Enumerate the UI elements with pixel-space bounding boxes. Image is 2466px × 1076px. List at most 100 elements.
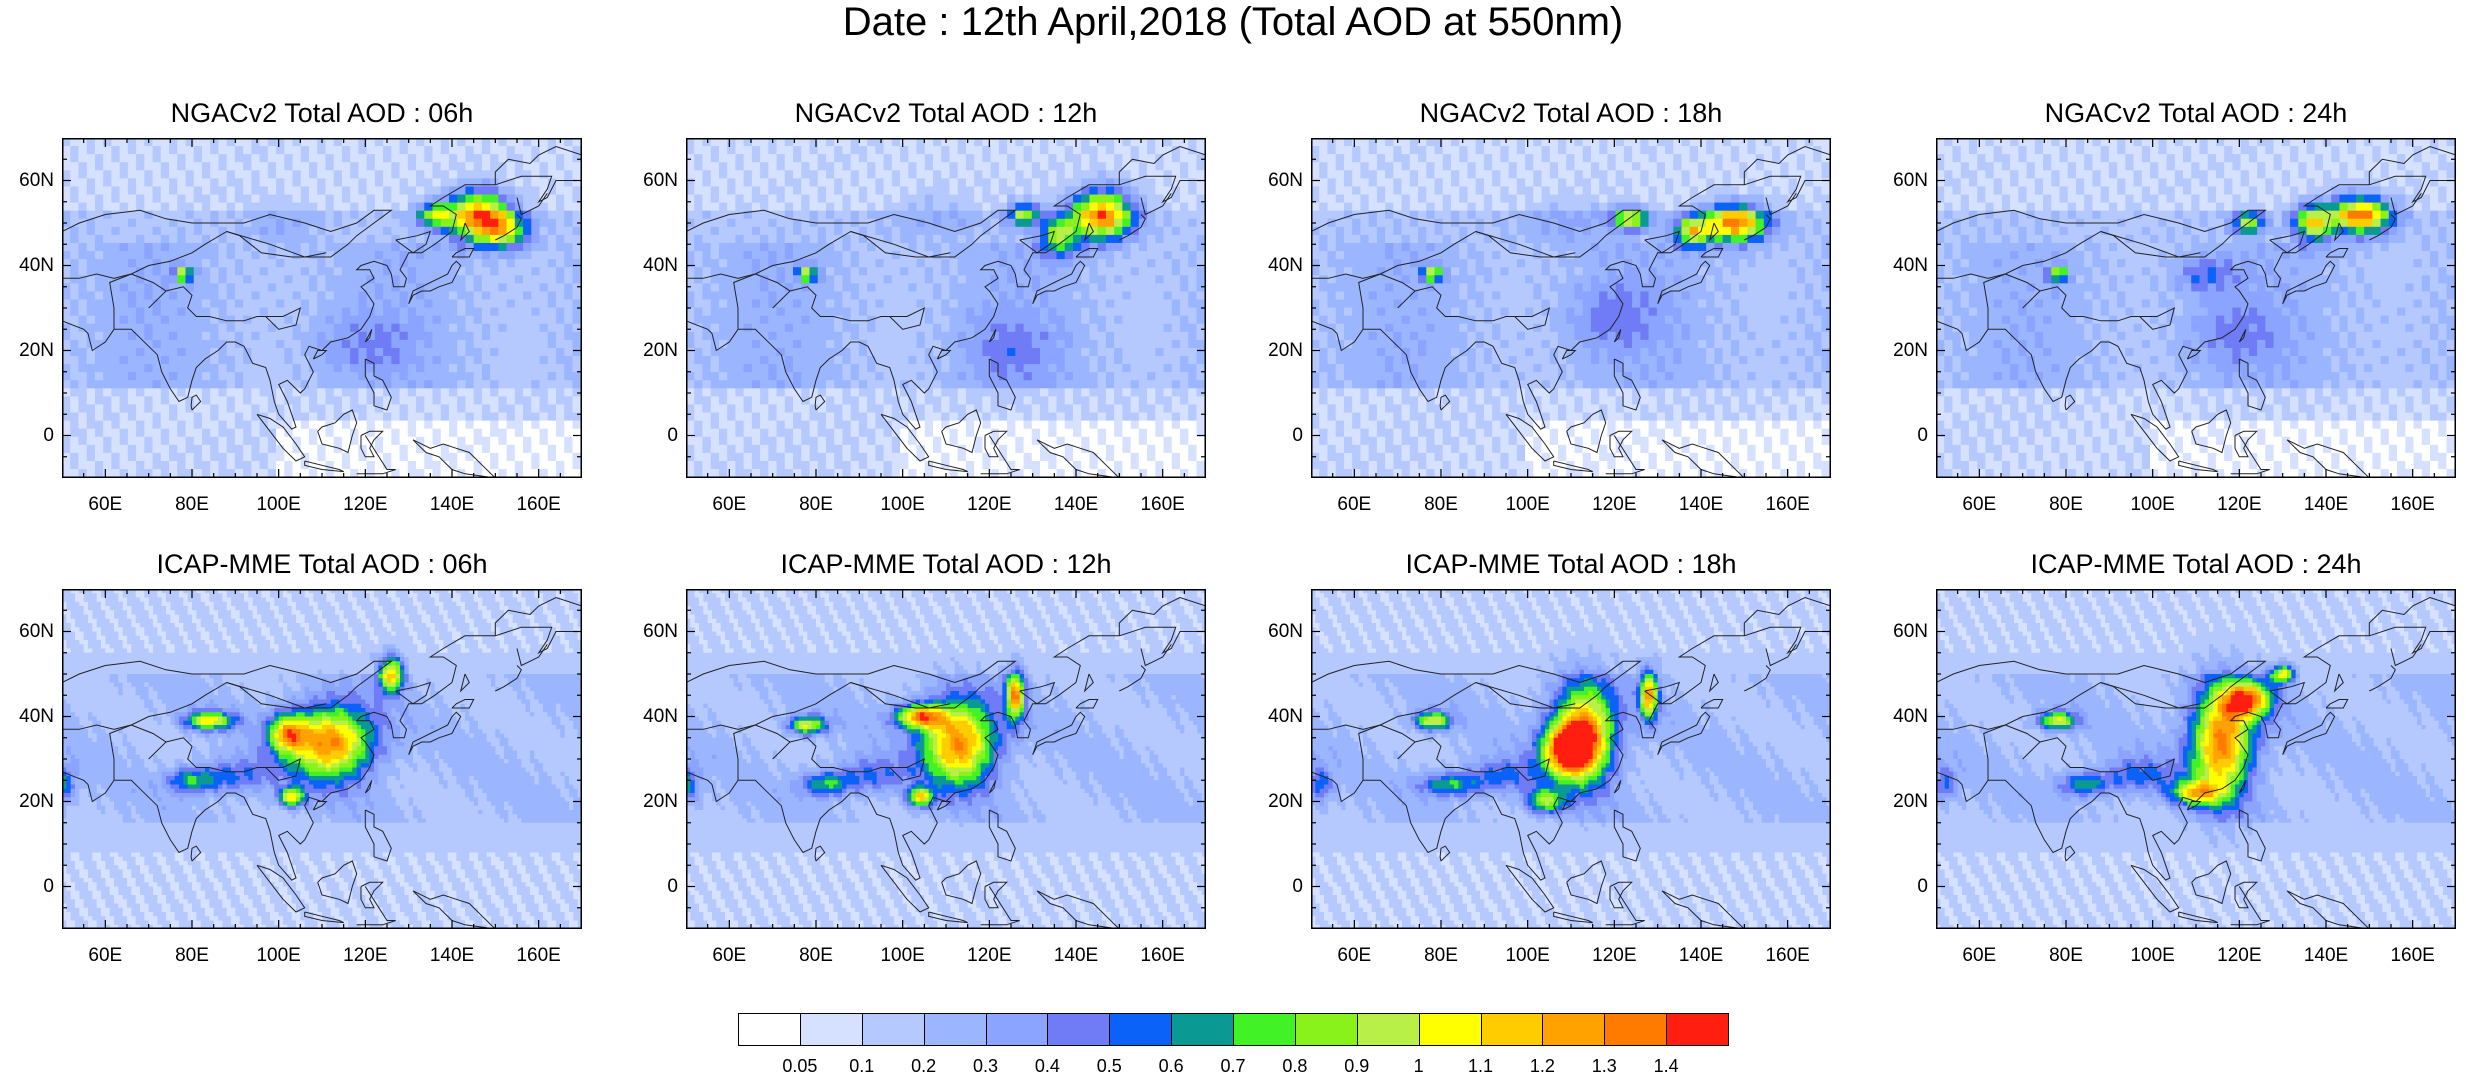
lon-tick-label: 80E xyxy=(157,946,227,966)
lon-tick-label: 140E xyxy=(417,495,487,515)
lon-tick-label: 140E xyxy=(2291,946,2361,966)
lon-tick-label: 120E xyxy=(2204,495,2274,515)
lon-tick-label: 120E xyxy=(1579,495,1649,515)
lat-tick-label: 0 xyxy=(1872,426,1928,446)
lat-tick-label: 60N xyxy=(1872,171,1928,191)
colorbar-swatch xyxy=(738,1013,801,1046)
lat-tick-label: 60N xyxy=(1247,622,1303,642)
lon-tick-label: 60E xyxy=(70,946,140,966)
lon-tick-label: 80E xyxy=(1406,946,1476,966)
panel-title: NGACv2 Total AOD : 24h xyxy=(1936,98,2456,128)
lat-tick-label: 60N xyxy=(0,622,54,642)
lon-tick-label: 120E xyxy=(954,946,1024,966)
lon-tick-label: 60E xyxy=(1944,946,2014,966)
colorbar-label: 1.2 xyxy=(1512,1056,1572,1076)
lon-tick-label: 120E xyxy=(330,946,400,966)
colorbar-label: 0.8 xyxy=(1265,1056,1325,1076)
colorbar-swatch xyxy=(1295,1013,1358,1046)
colorbar-label: 1.1 xyxy=(1451,1056,1511,1076)
aod-colorbar xyxy=(738,1013,1728,1046)
colorbar-label: 0.9 xyxy=(1327,1056,1387,1076)
panel-title: ICAP-MME Total AOD : 06h xyxy=(62,549,582,579)
panel-title: ICAP-MME Total AOD : 18h xyxy=(1311,549,1831,579)
lat-tick-label: 60N xyxy=(1872,622,1928,642)
lat-tick-label: 0 xyxy=(1247,877,1303,897)
lon-tick-label: 100E xyxy=(2118,946,2188,966)
colorbar-swatch xyxy=(1109,1013,1172,1046)
lon-tick-label: 160E xyxy=(2378,946,2448,966)
lon-tick-label: 100E xyxy=(868,946,938,966)
lat-tick-label: 20N xyxy=(1872,341,1928,361)
colorbar-label: 0.7 xyxy=(1203,1056,1263,1076)
lat-tick-label: 60N xyxy=(622,622,678,642)
lat-tick-label: 40N xyxy=(622,707,678,727)
lat-tick-label: 20N xyxy=(0,792,54,812)
colorbar-label: 0.2 xyxy=(894,1056,954,1076)
lon-tick-label: 120E xyxy=(1579,946,1649,966)
colorbar-swatch xyxy=(1481,1013,1544,1046)
colorbar-swatch xyxy=(924,1013,987,1046)
lon-tick-label: 60E xyxy=(694,946,764,966)
lon-tick-label: 60E xyxy=(1319,946,1389,966)
aod-map xyxy=(686,589,1206,929)
lat-tick-label: 20N xyxy=(0,341,54,361)
lon-tick-label: 100E xyxy=(244,495,314,515)
lon-tick-label: 160E xyxy=(1128,946,1198,966)
colorbar-swatch xyxy=(1604,1013,1667,1046)
colorbar-swatch xyxy=(862,1013,925,1046)
lat-tick-label: 60N xyxy=(0,171,54,191)
lon-tick-label: 140E xyxy=(417,946,487,966)
lat-tick-label: 0 xyxy=(0,877,54,897)
panel-title: ICAP-MME Total AOD : 12h xyxy=(686,549,1206,579)
lon-tick-label: 100E xyxy=(868,495,938,515)
lon-tick-label: 160E xyxy=(504,495,574,515)
lon-tick-label: 160E xyxy=(1128,495,1198,515)
lon-tick-label: 120E xyxy=(954,495,1024,515)
lon-tick-label: 60E xyxy=(1319,495,1389,515)
lat-tick-label: 40N xyxy=(1872,256,1928,276)
lat-tick-label: 0 xyxy=(622,426,678,446)
lat-tick-label: 20N xyxy=(1247,792,1303,812)
panel-title: NGACv2 Total AOD : 06h xyxy=(62,98,582,128)
lon-tick-label: 140E xyxy=(1666,495,1736,515)
colorbar-label: 1 xyxy=(1389,1056,1449,1076)
lat-tick-label: 40N xyxy=(1247,256,1303,276)
colorbar-label: 1.4 xyxy=(1636,1056,1696,1076)
lon-tick-label: 60E xyxy=(70,495,140,515)
lat-tick-label: 40N xyxy=(0,707,54,727)
lon-tick-label: 100E xyxy=(1493,946,1563,966)
colorbar-swatch xyxy=(1047,1013,1110,1046)
lat-tick-label: 20N xyxy=(1872,792,1928,812)
lat-tick-label: 40N xyxy=(1872,707,1928,727)
colorbar-swatch xyxy=(1171,1013,1234,1046)
aod-map xyxy=(1311,138,1831,478)
lon-tick-label: 100E xyxy=(1493,495,1563,515)
colorbar-swatch xyxy=(986,1013,1049,1046)
lat-tick-label: 60N xyxy=(622,171,678,191)
aod-map xyxy=(62,589,582,929)
colorbar-swatch xyxy=(1666,1013,1729,1046)
lat-tick-label: 20N xyxy=(1247,341,1303,361)
lat-tick-label: 0 xyxy=(622,877,678,897)
lon-tick-label: 60E xyxy=(1944,495,2014,515)
aod-map xyxy=(62,138,582,478)
lon-tick-label: 140E xyxy=(1041,946,1111,966)
lat-tick-label: 0 xyxy=(1872,877,1928,897)
panel-title: NGACv2 Total AOD : 12h xyxy=(686,98,1206,128)
lon-tick-label: 100E xyxy=(244,946,314,966)
aod-map xyxy=(1936,138,2456,478)
lon-tick-label: 140E xyxy=(1666,946,1736,966)
lon-tick-label: 120E xyxy=(330,495,400,515)
lon-tick-label: 100E xyxy=(2118,495,2188,515)
colorbar-label: 0.05 xyxy=(770,1056,830,1076)
lat-tick-label: 40N xyxy=(1247,707,1303,727)
colorbar-swatch xyxy=(1542,1013,1605,1046)
lon-tick-label: 80E xyxy=(157,495,227,515)
aod-map xyxy=(1936,589,2456,929)
